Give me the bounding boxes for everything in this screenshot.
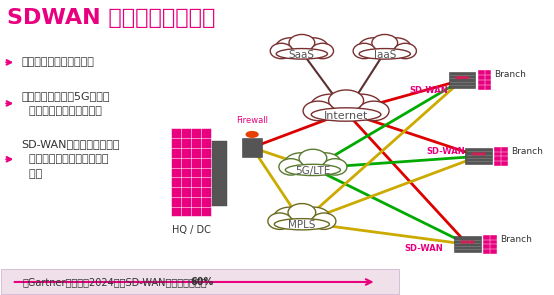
- FancyBboxPatch shape: [171, 128, 211, 217]
- Ellipse shape: [310, 105, 382, 120]
- Text: IaaS: IaaS: [373, 50, 396, 60]
- Ellipse shape: [310, 94, 352, 119]
- Text: SD-WAN: SD-WAN: [409, 86, 448, 95]
- Text: SD-WAN: SD-WAN: [404, 244, 443, 253]
- Ellipse shape: [279, 159, 303, 175]
- Text: Internet: Internet: [324, 111, 368, 121]
- FancyBboxPatch shape: [1, 269, 398, 294]
- Ellipse shape: [274, 207, 306, 228]
- Text: 据Gartner预测，到2024年，SD-WAN的使用率将达到: 据Gartner预测，到2024年，SD-WAN的使用率将达到: [23, 277, 207, 287]
- Ellipse shape: [285, 153, 317, 174]
- Ellipse shape: [381, 38, 411, 58]
- Ellipse shape: [358, 38, 389, 58]
- Ellipse shape: [276, 49, 327, 59]
- Text: HQ / DC: HQ / DC: [172, 225, 211, 235]
- Circle shape: [465, 77, 469, 79]
- FancyBboxPatch shape: [454, 236, 481, 253]
- Ellipse shape: [359, 49, 411, 59]
- FancyBboxPatch shape: [494, 147, 508, 166]
- Text: Branch: Branch: [500, 235, 532, 244]
- Circle shape: [470, 241, 474, 243]
- Ellipse shape: [285, 164, 341, 176]
- Ellipse shape: [358, 46, 411, 58]
- Ellipse shape: [303, 101, 334, 121]
- FancyBboxPatch shape: [483, 235, 497, 254]
- Ellipse shape: [341, 94, 382, 119]
- Ellipse shape: [297, 38, 328, 58]
- Ellipse shape: [312, 213, 336, 230]
- Circle shape: [477, 153, 481, 155]
- Ellipse shape: [289, 35, 315, 51]
- Ellipse shape: [268, 213, 292, 230]
- FancyBboxPatch shape: [242, 138, 262, 157]
- Circle shape: [456, 77, 460, 79]
- Text: SD-WAN以更好的服务水平
  和更低的成本优化了互联网
  连接: SD-WAN以更好的服务水平 和更低的成本优化了互联网 连接: [22, 140, 120, 179]
- Ellipse shape: [288, 204, 316, 222]
- Text: Branch: Branch: [511, 147, 542, 156]
- Ellipse shape: [329, 90, 363, 111]
- FancyBboxPatch shape: [449, 72, 475, 88]
- FancyBboxPatch shape: [465, 148, 492, 164]
- Ellipse shape: [275, 38, 306, 58]
- Ellipse shape: [275, 46, 328, 58]
- Ellipse shape: [359, 101, 389, 121]
- Text: MPLS: MPLS: [288, 220, 316, 230]
- Circle shape: [461, 241, 465, 243]
- Ellipse shape: [323, 159, 347, 175]
- Ellipse shape: [274, 219, 330, 230]
- Ellipse shape: [270, 43, 293, 59]
- Ellipse shape: [394, 43, 417, 59]
- Ellipse shape: [297, 207, 330, 228]
- Ellipse shape: [311, 43, 334, 59]
- Text: SaaS: SaaS: [289, 50, 315, 60]
- Ellipse shape: [309, 153, 341, 174]
- Ellipse shape: [285, 162, 341, 175]
- Circle shape: [466, 241, 470, 243]
- Ellipse shape: [353, 43, 376, 59]
- FancyBboxPatch shape: [478, 71, 491, 89]
- Text: 云计算、物联网和5G等新兴
  技术快速发展并广泛应用: 云计算、物联网和5G等新兴 技术快速发展并广泛应用: [22, 91, 110, 116]
- FancyBboxPatch shape: [211, 141, 227, 206]
- Text: 5G/LTE: 5G/LTE: [295, 166, 331, 176]
- Circle shape: [481, 153, 485, 155]
- Circle shape: [245, 131, 259, 138]
- Text: 60%: 60%: [191, 277, 214, 287]
- Circle shape: [460, 77, 464, 79]
- Ellipse shape: [372, 35, 398, 51]
- Ellipse shape: [299, 149, 327, 167]
- Text: Branch: Branch: [494, 71, 526, 79]
- Text: SDWAN 协助企业降本增效: SDWAN 协助企业降本增效: [7, 8, 216, 28]
- Circle shape: [473, 153, 476, 155]
- Ellipse shape: [311, 108, 381, 121]
- Text: Firewall: Firewall: [236, 116, 268, 125]
- Ellipse shape: [274, 216, 330, 229]
- Text: 企业数字化、智能化转型: 企业数字化、智能化转型: [22, 57, 95, 67]
- Text: SD-WAN: SD-WAN: [426, 148, 465, 156]
